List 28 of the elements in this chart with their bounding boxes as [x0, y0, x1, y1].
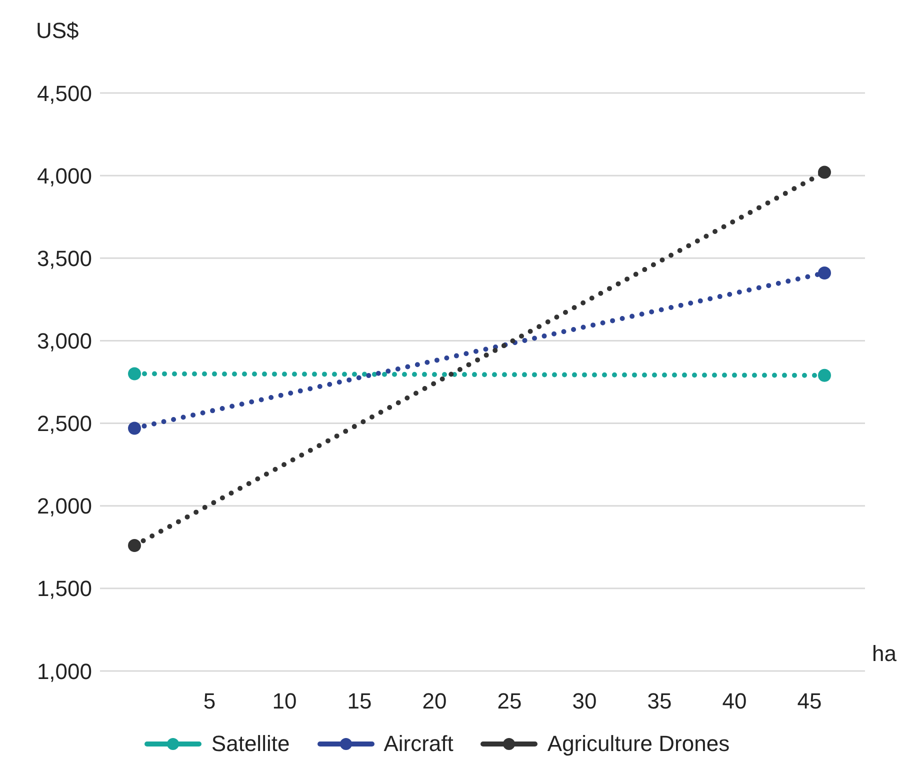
point [128, 367, 141, 380]
legend-label: Aircraft [384, 731, 454, 757]
y-tick-label: 1,500 [36, 576, 92, 602]
legend-label: Agriculture Drones [547, 731, 730, 757]
x-tick-label: 15 [347, 688, 372, 714]
x-tick-label: 35 [647, 688, 672, 714]
y-tick-label: 1,000 [36, 658, 92, 684]
point [128, 538, 141, 552]
point [818, 368, 831, 382]
point [818, 266, 831, 280]
y-tick-label: 4,500 [36, 80, 92, 106]
x-tick-label: 40 [722, 688, 747, 714]
y-tick-label: 3,000 [36, 328, 92, 354]
legend-label: Satellite [211, 731, 290, 757]
point [818, 166, 831, 179]
y-axis-title: US$ [36, 18, 79, 44]
x-tick-label: 10 [272, 688, 297, 714]
y-tick-label: 2,500 [36, 411, 92, 436]
x-axis-title: ha [872, 641, 896, 667]
x-tick-label: 45 [797, 688, 822, 714]
x-tick-label: 25 [497, 688, 522, 714]
x-tick-label: 30 [572, 688, 597, 714]
y-tick-label: 3,500 [36, 246, 92, 271]
y-tick-label: 4,000 [36, 163, 92, 188]
point [128, 422, 141, 435]
x-tick-label: 20 [422, 688, 447, 714]
x-tick-label: 5 [203, 688, 216, 714]
y-tick-label: 2,000 [36, 494, 92, 519]
